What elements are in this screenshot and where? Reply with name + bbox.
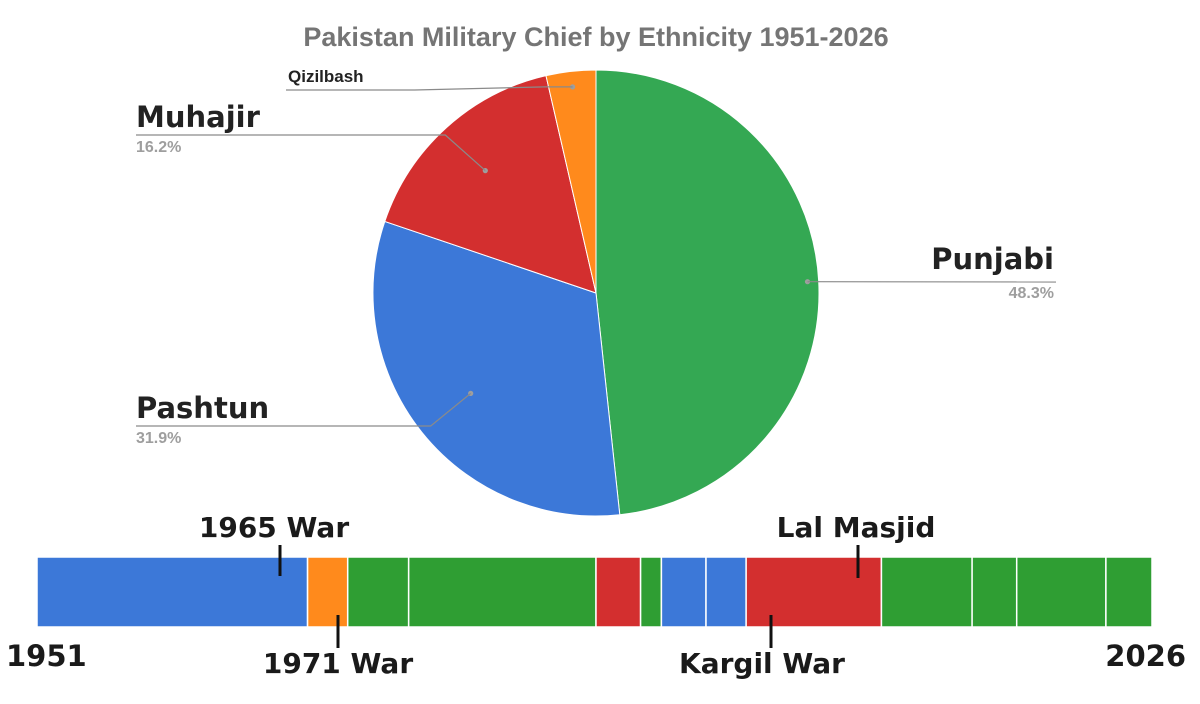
slice-pct-pashtun: 31.9% [136,430,181,447]
timeline-segment-punjabi [407,556,597,628]
event-label-lal-masjid: Lal Masjid [777,511,936,544]
slice-label-punjabi: Punjabi [931,242,1054,276]
timeline-labels: 1951 2026 1965 War 1971 War Lal Masjid Kargil… [6,511,1186,680]
timeline-segment-punjabi [1015,556,1107,628]
leader-line-muhajir [136,134,486,172]
event-label-1971-war: 1971 War [263,647,413,680]
timeline-segment-punjabi [880,556,973,628]
slice-label-pashtun: Pashtun [136,391,269,425]
pie-slice-pashtun [372,220,621,517]
slice-pct-punjabi: 48.3% [1009,285,1054,302]
timeline-segment-pashtun [36,556,309,628]
timeline-bar [36,556,1153,628]
timeline-segment-punjabi [971,556,1018,628]
timeline-segment-punjabi [639,556,663,628]
timeline-segment-muhajir [745,556,883,628]
event-label-kargil-war: Kargil War [679,647,845,680]
pie-slice-qizilbash [545,69,597,294]
timeline-segment-qizilbash [306,556,349,628]
timeline-segment-muhajir [595,556,642,628]
timeline-start-label: 1951 [6,639,87,673]
timeline-end-label: 2026 [1105,639,1186,673]
timeline-segment-pashtun [705,556,747,628]
pie-labels: Punjabi 48.3% Pashtun 31.9% Muhajir 16.2% Qizi… [136,67,1057,447]
chart-title: Pakistan Military Chief by Ethnicity 195… [303,22,888,52]
slice-label-muhajir: Muhajir [136,100,261,134]
pie-slice-muhajir [384,75,597,294]
slice-label-qizilbash: Qizilbash [288,67,364,86]
timeline-segment-punjabi [1105,556,1153,628]
timeline-segment-punjabi [346,556,410,628]
leader-line-qizilbash [286,86,573,91]
pie-slice-punjabi [595,69,820,516]
slice-pct-muhajir: 16.2% [136,139,181,156]
event-label-1965-war: 1965 War [199,511,349,544]
timeline-segment-pashtun [660,556,707,628]
leader-line-pashtun [136,392,472,427]
pie-chart [372,69,820,517]
